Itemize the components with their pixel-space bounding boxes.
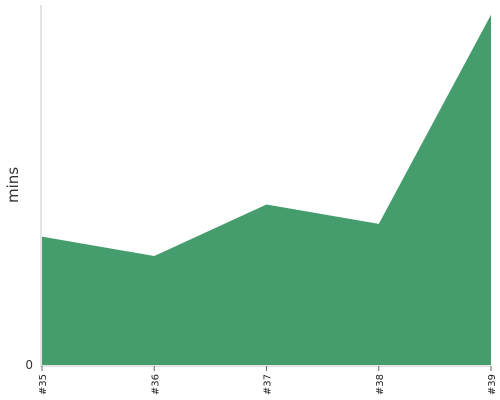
y-tick-label-0: 0 (25, 358, 33, 372)
x-tick-label-37: #37 (263, 374, 274, 395)
area-series-0 (42, 14, 491, 365)
x-tick-label-36: #36 (150, 374, 161, 395)
x-tick-label-35: #35 (38, 374, 49, 395)
x-tick-label-38: #38 (375, 374, 386, 395)
x-tick-label-39: #39 (487, 374, 498, 395)
x-axis-ticks: #35 #36 #37 #38 #39 (38, 366, 498, 395)
y-axis-ticks: 0 (25, 358, 33, 372)
plot-area (41, 14, 492, 365)
y-axis-label: mins (4, 167, 22, 203)
